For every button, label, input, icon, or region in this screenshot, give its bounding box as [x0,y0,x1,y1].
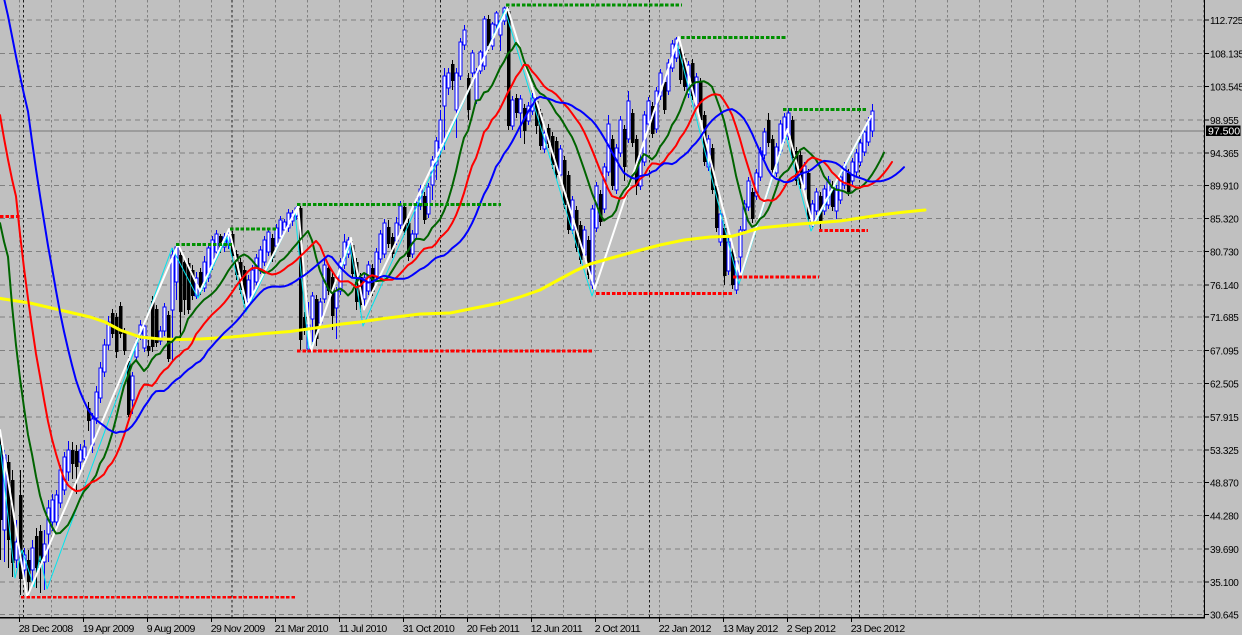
svg-text:9 Aug 2009: 9 Aug 2009 [147,623,196,635]
svg-text:23 Dec 2012: 23 Dec 2012 [851,623,906,635]
svg-text:39.690: 39.690 [1210,545,1239,556]
svg-text:2 Sep 2012: 2 Sep 2012 [787,623,836,635]
svg-text:57.915: 57.915 [1210,413,1239,424]
svg-text:62.505: 62.505 [1210,380,1239,391]
svg-text:71.685: 71.685 [1210,313,1239,324]
svg-text:44.280: 44.280 [1210,512,1239,523]
svg-text:103.545: 103.545 [1210,83,1242,94]
svg-text:76.140: 76.140 [1210,281,1239,292]
svg-text:98.955: 98.955 [1210,116,1239,127]
svg-text:21 Mar 2010: 21 Mar 2010 [275,623,329,635]
svg-text:85.320: 85.320 [1210,215,1239,226]
svg-text:19 Apr 2009: 19 Apr 2009 [83,623,135,635]
svg-text:20 Feb 2011: 20 Feb 2011 [467,623,520,635]
svg-text:2 Oct 2011: 2 Oct 2011 [595,623,641,635]
svg-text:108.135: 108.135 [1210,49,1242,60]
svg-text:12 Jun 2011: 12 Jun 2011 [531,623,583,635]
svg-text:31 Oct 2010: 31 Oct 2010 [403,623,455,635]
svg-text:97.500: 97.500 [1208,125,1240,137]
svg-text:94.365: 94.365 [1210,149,1239,160]
svg-text:89.910: 89.910 [1210,181,1239,192]
svg-text:29 Nov 2009: 29 Nov 2009 [211,623,266,635]
svg-text:67.095: 67.095 [1210,346,1239,357]
svg-text:80.730: 80.730 [1210,248,1239,259]
svg-text:13 May 2012: 13 May 2012 [723,623,779,635]
svg-text:28 Dec 2008: 28 Dec 2008 [19,623,74,635]
svg-text:112.725: 112.725 [1210,16,1242,27]
svg-text:11 Jul 2010: 11 Jul 2010 [339,623,388,635]
svg-text:22 Jan 2012: 22 Jan 2012 [659,623,712,635]
svg-text:53.325: 53.325 [1210,446,1239,457]
svg-text:30.645: 30.645 [1210,610,1239,621]
svg-text:35.100: 35.100 [1210,578,1239,589]
svg-text:48.870: 48.870 [1210,478,1239,489]
